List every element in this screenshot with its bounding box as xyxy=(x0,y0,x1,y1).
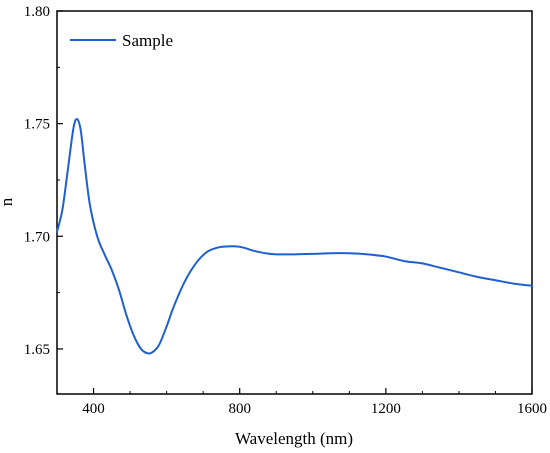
y-tick-label: 1.80 xyxy=(24,4,50,20)
major-ticks xyxy=(57,10,533,394)
y-tick-labels: 1.65 1.70 1.75 1.80 xyxy=(24,4,50,358)
x-axis-label: Wavelength (nm) xyxy=(235,429,353,448)
x-tick-label: 1200 xyxy=(371,401,401,417)
x-tick-label: 400 xyxy=(82,401,105,417)
y-axis-label: n xyxy=(0,197,16,206)
y-tick-label: 1.65 xyxy=(24,342,50,358)
x-tick-label: 800 xyxy=(228,401,251,417)
x-tick-label: 1600 xyxy=(517,401,547,417)
legend: Sample xyxy=(70,31,173,50)
y-tick-label: 1.70 xyxy=(24,229,50,245)
minor-ticks xyxy=(56,66,496,394)
plot-frame xyxy=(56,10,533,395)
x-tick-labels: 400 800 1200 1600 xyxy=(82,401,547,417)
series-line xyxy=(56,118,533,355)
y-tick-label: 1.75 xyxy=(24,117,50,133)
series-layer xyxy=(56,118,533,355)
legend-label: Sample xyxy=(122,31,173,50)
